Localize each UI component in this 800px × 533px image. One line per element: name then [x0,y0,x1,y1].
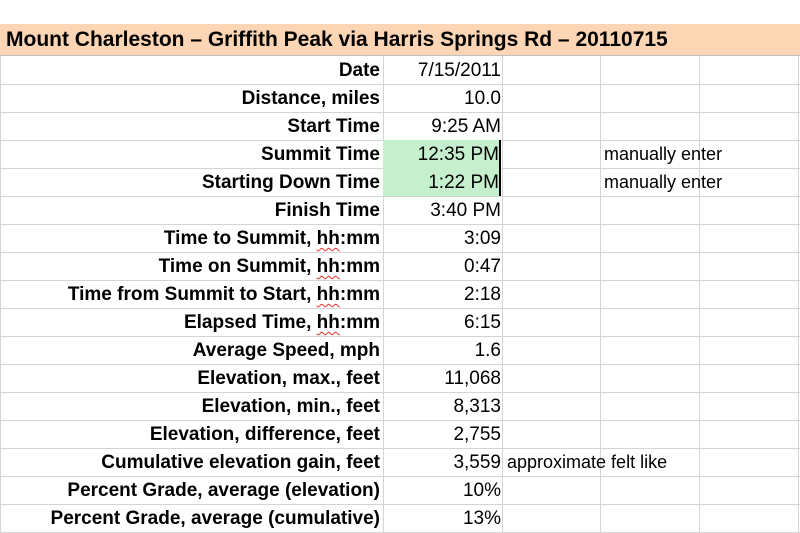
row-value-cell[interactable]: 10.0 [464,88,501,109]
gridline [0,224,800,225]
title-cell[interactable]: Mount Charleston – Griffith Peak via Har… [0,24,800,56]
row-value-cell[interactable]: 2:18 [464,284,501,305]
gridline [0,56,1,533]
gridline [502,56,503,533]
row-label-cell[interactable]: Starting Down Time [201,172,380,193]
row-value-cell[interactable]: 1.6 [474,340,501,361]
row-value-cell[interactable]: 3:09 [464,228,501,249]
row-note-cell[interactable]: approximate felt like [507,452,668,472]
gridline [0,476,800,477]
sheet-title: Mount Charleston – Griffith Peak via Har… [6,28,668,51]
row-value-cell[interactable]: 8,313 [453,396,501,417]
gridline [0,364,800,365]
row-value-cell[interactable]: 3,559 [453,452,501,473]
table-row: Distance, miles 10.0 [0,84,800,112]
gridline [699,56,700,533]
row-note-cell[interactable]: manually enter [604,144,723,164]
table-row: Average Speed, mph 1.6 [0,336,800,364]
row-label-cell[interactable]: Start Time [287,116,380,137]
row-label-cell[interactable]: Elevation, difference, feet [149,424,380,445]
gridline [0,504,800,505]
row-label-cell[interactable]: Summit Time [261,144,380,165]
row-value-cell[interactable]: 9:25 AM [431,116,501,137]
row-value-cell[interactable]: 3:40 PM [430,200,501,221]
table-row: Percent Grade, average (cumulative) 13% [0,504,800,532]
table-row: Elapsed Time, hh:mm 6:15 [0,308,800,336]
table-row: Elevation, min., feet 8,313 [0,392,800,420]
spellcheck-underline: hh [316,228,340,249]
row-label-cell[interactable]: Elevation, min., feet [201,396,380,417]
table-row: Elevation, difference, feet 2,755 [0,420,800,448]
table-row: Cumulative elevation gain, feet 3,559 appr… [0,448,800,476]
row-label-cell[interactable]: Elevation, max., feet [197,368,380,389]
gridline [0,280,800,281]
row-label-cell[interactable]: Finish Time [274,200,380,221]
table-row: Finish Time 3:40 PM [0,196,800,224]
row-label-cell[interactable]: Elapsed Time, hh:mm [183,312,380,333]
row-value-cell[interactable]: 2,755 [453,424,501,445]
row-value-cell[interactable]: 6:15 [464,312,501,333]
table-row: Summit Time 12:35 PM manually enter [0,140,800,168]
gridline [0,392,800,393]
gridline [0,196,800,197]
table-row: Starting Down Time 1:22 PM manually enter [0,168,800,196]
gridline [0,336,800,337]
row-label-cell[interactable]: Percent Grade, average (cumulative) [50,508,380,529]
row-label-cell[interactable]: Average Speed, mph [192,340,380,361]
table-row: Percent Grade, average (elevation) 10% [0,476,800,504]
row-value-cell[interactable]: 1:22 PM [383,168,501,196]
table-row: Time on Summit, hh:mm 0:47 [0,252,800,280]
row-label-cell[interactable]: Percent Grade, average (elevation) [67,480,380,501]
gridline [0,448,800,449]
row-value-cell[interactable]: 7/15/2011 [417,60,501,81]
row-value-cell[interactable]: 13% [462,508,501,529]
gridline [600,56,601,533]
row-value-cell[interactable]: 10% [462,480,501,501]
gridline [0,252,800,253]
spellcheck-underline: hh [316,312,340,333]
table-row: Start Time 9:25 AM [0,112,800,140]
row-label-cell[interactable]: Distance, miles [241,88,380,109]
row-label-cell[interactable]: Date [338,60,380,81]
gridline [0,420,800,421]
gridline [0,84,800,85]
row-value-cell[interactable]: 0:47 [464,256,501,277]
gridline [0,112,800,113]
row-label-cell[interactable]: Cumulative elevation gain, feet [101,452,380,473]
gridline [798,56,799,533]
spellcheck-underline: hh [316,284,340,305]
row-label-cell[interactable]: Time to Summit, hh:mm [163,228,380,249]
table-row: Time from Summit to Start, hh:mm 2:18 [0,280,800,308]
spellcheck-underline: hh [316,256,340,277]
row-note-cell[interactable]: manually enter [604,172,723,192]
row-value-cell[interactable]: 12:35 PM [383,140,501,168]
row-label-cell[interactable]: Time from Summit to Start, hh:mm [67,284,380,305]
row-label-cell[interactable]: Time on Summit, hh:mm [158,256,380,277]
table-row: Time to Summit, hh:mm 3:09 [0,224,800,252]
table-row: Elevation, max., feet 11,068 [0,364,800,392]
table-row: Date 7/15/2011 [0,56,800,84]
row-value-cell[interactable]: 11,068 [444,368,501,389]
gridline [383,56,384,533]
gridline [0,308,800,309]
